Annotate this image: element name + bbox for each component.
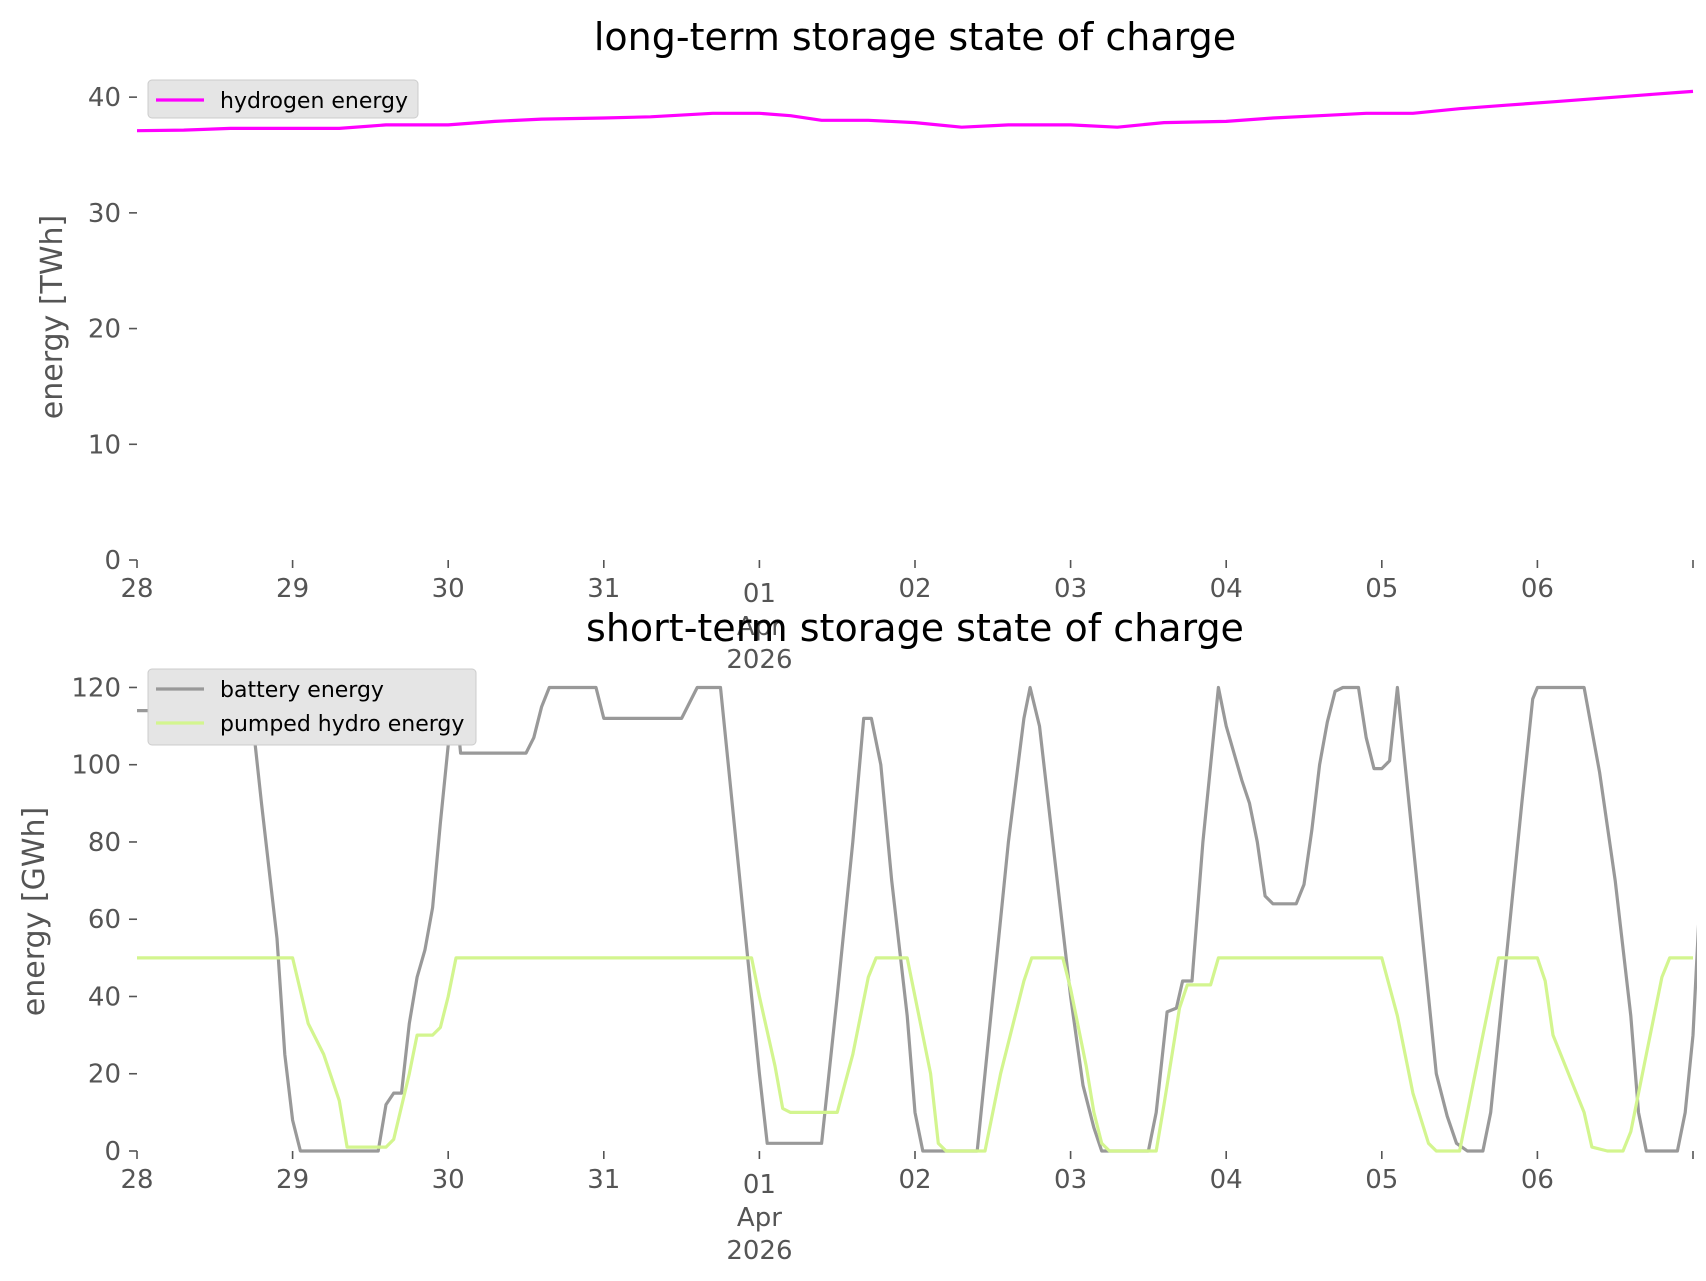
- x-tick-sublabel: 2026: [726, 645, 792, 675]
- x-tick-label: 31: [587, 574, 620, 604]
- legend: battery energy pumped hydro energy: [147, 668, 477, 746]
- y-tick-label: 20: [88, 1060, 121, 1090]
- y-tick-label: 40: [88, 982, 121, 1012]
- series-line-hydrogen-energy: [137, 89, 1694, 133]
- x-tick-label: 01: [743, 1170, 776, 1200]
- y-tick-label: 40: [88, 83, 121, 113]
- legend-box: [147, 79, 419, 119]
- x-tick-label: 03: [1054, 574, 1087, 604]
- long-term-storage-panel: long-term storage state of charge energy…: [35, 15, 1694, 675]
- short-term-storage-panel: short-term storage state of charge energ…: [17, 606, 1697, 1266]
- y-axis-label: energy [GWh]: [17, 807, 52, 1016]
- x-tick-label: 06: [1521, 1165, 1554, 1195]
- y-tick-label: 10: [88, 430, 121, 460]
- y-axis-label: energy [TWh]: [35, 215, 70, 419]
- x-tick-label: 06: [1521, 574, 1554, 604]
- x-tick-label: 04: [1210, 1165, 1243, 1195]
- y-tick-label: 0: [104, 546, 121, 576]
- x-tick-label: 02: [898, 574, 931, 604]
- x-tick-sublabel: Apr: [737, 1203, 782, 1233]
- x-tick-label: 29: [276, 574, 309, 604]
- legend-entry: hydrogen energy: [220, 89, 408, 114]
- x-tick-label: 04: [1210, 574, 1243, 604]
- legend-entry: battery energy: [220, 678, 384, 703]
- x-tick-label: 05: [1365, 1165, 1398, 1195]
- x-tick-label: 28: [120, 1165, 153, 1195]
- x-tick-label: 30: [432, 1165, 465, 1195]
- x-tick-label: 28: [120, 574, 153, 604]
- chart-title: short-term storage state of charge: [586, 606, 1244, 650]
- y-tick-label: 0: [104, 1137, 121, 1167]
- x-tick-label: 05: [1365, 574, 1398, 604]
- x-tick-label: 29: [276, 1165, 309, 1195]
- chart-title: long-term storage state of charge: [594, 15, 1236, 59]
- x-tick-sublabel: Apr: [737, 612, 782, 642]
- y-tick-label: 80: [88, 828, 121, 858]
- legend-box: [147, 668, 477, 746]
- y-tick-label: 100: [71, 751, 121, 781]
- y-tick-label: 60: [88, 905, 121, 935]
- series-line-battery-energy: [137, 685, 1697, 1153]
- x-tick-sublabel: 2026: [726, 1236, 792, 1266]
- series-line-pumped-hydro-energy: [137, 956, 1693, 1153]
- x-tick-label: 02: [898, 1165, 931, 1195]
- x-tick-label: 03: [1054, 1165, 1087, 1195]
- x-tick-label: 31: [587, 1165, 620, 1195]
- legend: hydrogen energy: [147, 79, 419, 119]
- legend-entry: pumped hydro energy: [220, 712, 464, 737]
- series-lines: [137, 89, 1694, 133]
- y-tick-label: 120: [71, 673, 121, 703]
- x-tick-label: 01: [743, 579, 776, 609]
- y-tick-label: 20: [88, 315, 121, 345]
- y-tick-label: 30: [88, 199, 121, 229]
- x-tick-label: 30: [432, 574, 465, 604]
- series-lines: [137, 685, 1697, 1153]
